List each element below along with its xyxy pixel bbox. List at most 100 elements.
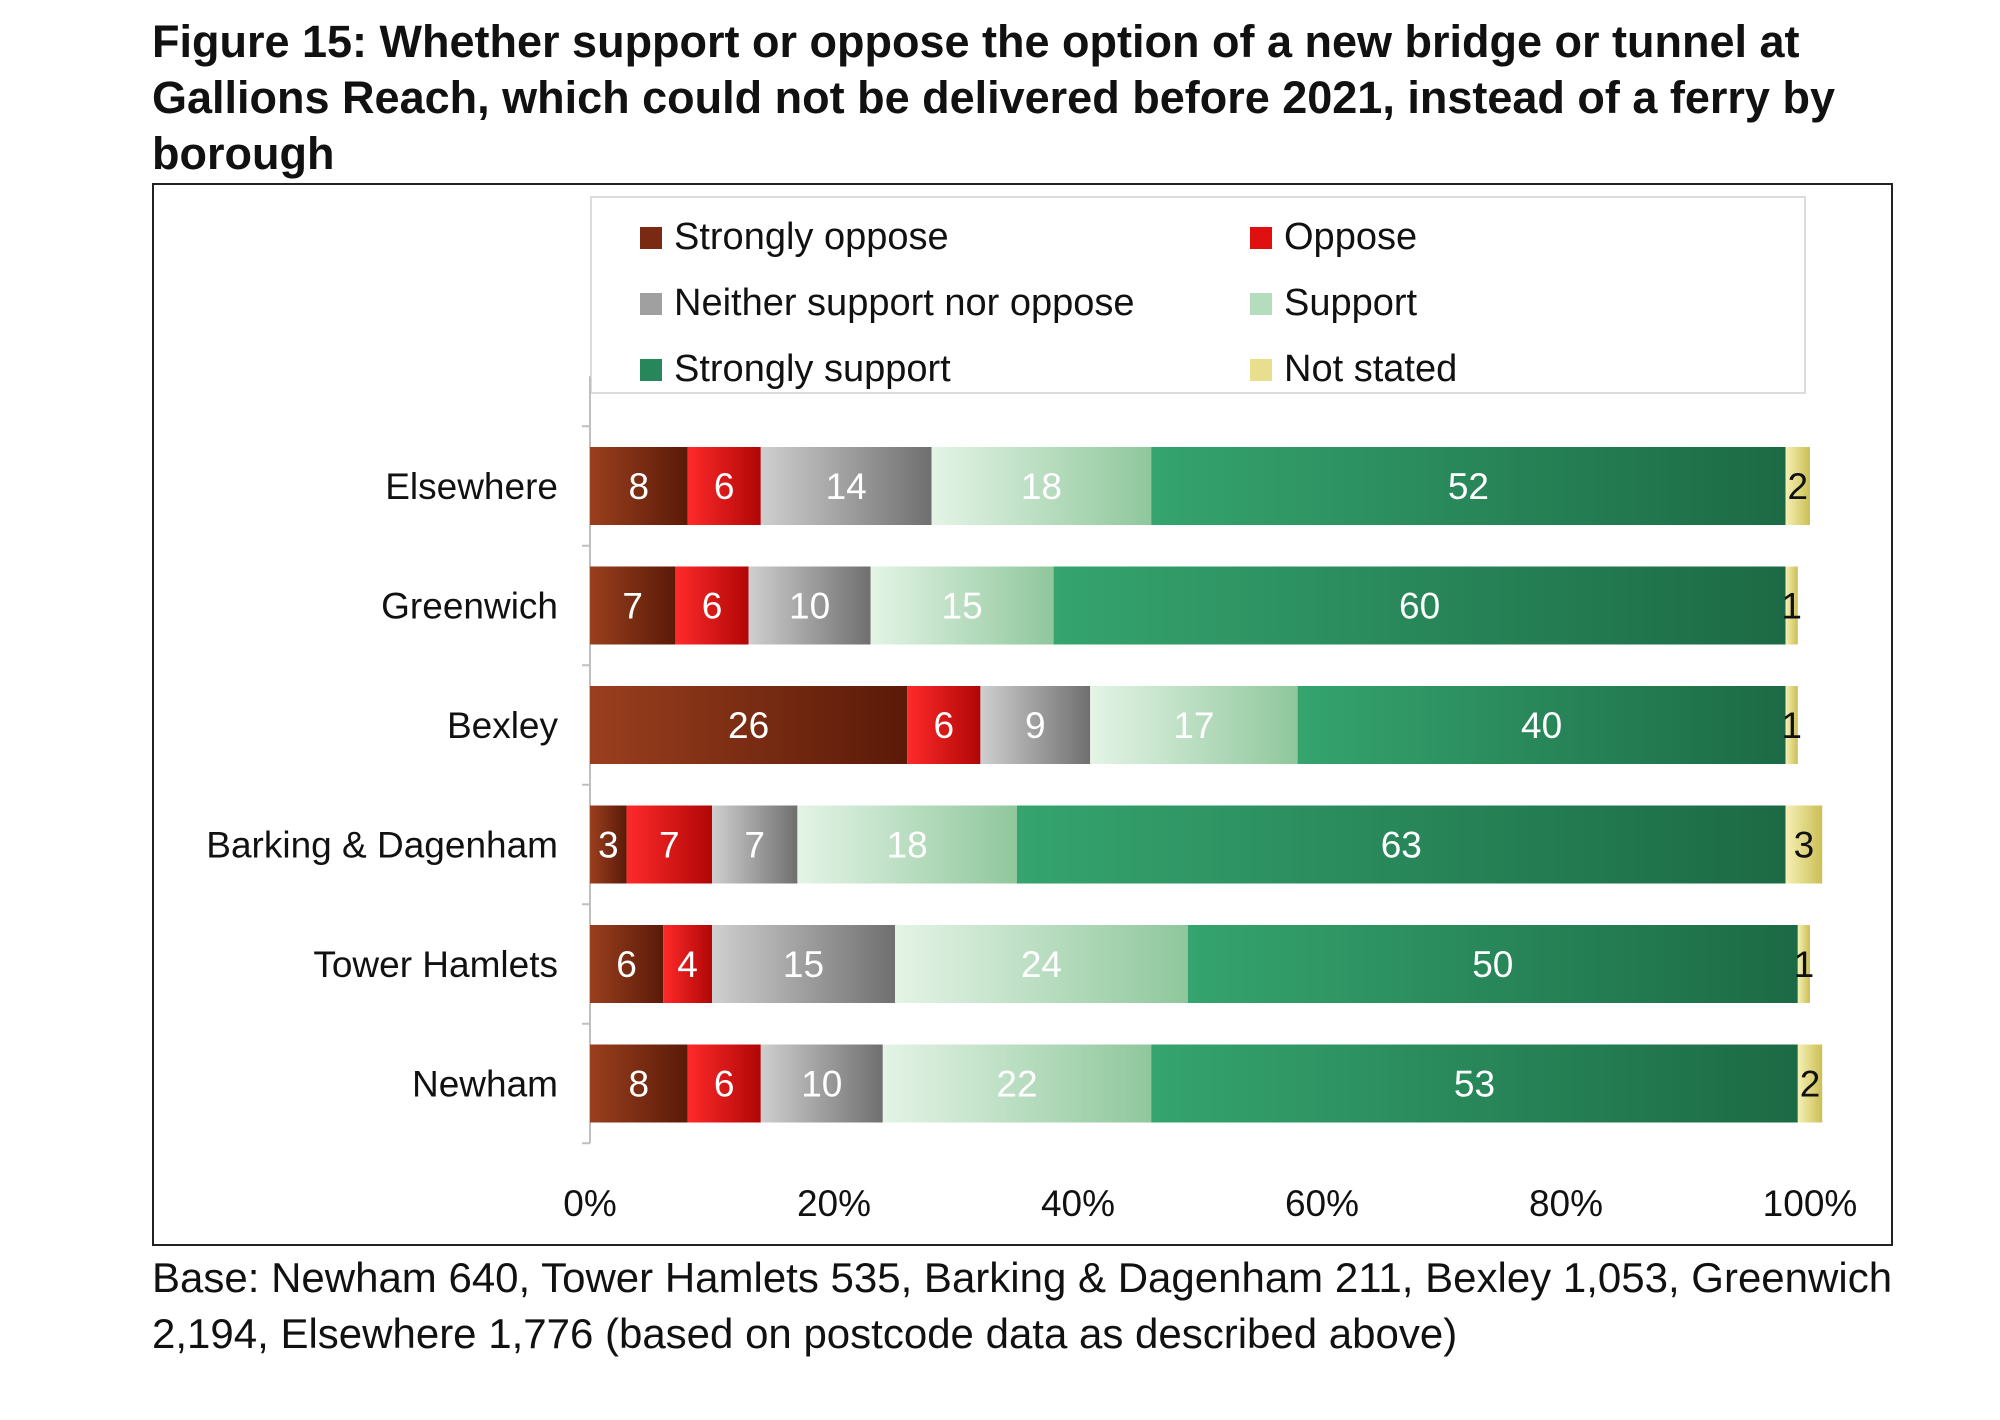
legend-label: Neither support nor oppose: [674, 282, 1135, 324]
bar-segment-barking-and-dagenham-strongly-oppose: [590, 805, 627, 884]
data-label-bexley-support: 17: [1173, 705, 1214, 746]
bar-segment-bexley-neither-support-nor-oppose: [980, 686, 1091, 764]
data-label-newham-strongly-oppose: 8: [629, 1064, 650, 1105]
legend-item-strongly-support: Strongly support: [640, 348, 951, 391]
data-label-barking-and-dagenham-not-stated: 3: [1794, 825, 1815, 866]
data-label-newham-not-stated: 2: [1800, 1064, 1821, 1105]
data-label-barking-and-dagenham-strongly-oppose: 3: [598, 825, 619, 866]
data-label-bexley-not-stated: 1: [1781, 705, 1802, 746]
legend-item-oppose: Oppose: [1250, 216, 1417, 259]
bar-segment-elsewhere-strongly-support: [1151, 447, 1786, 525]
data-label-tower-hamlets-support: 24: [1021, 944, 1062, 985]
data-label-greenwich-support: 15: [942, 586, 983, 627]
bar-segment-newham-strongly-support: [1151, 1044, 1798, 1123]
bar-segment-barking-and-dagenham-oppose: [626, 805, 712, 884]
data-label-barking-and-dagenham-strongly-support: 63: [1381, 825, 1422, 866]
bar-segment-newham-not-stated: [1797, 1044, 1823, 1123]
legend-label: Not stated: [1284, 348, 1458, 390]
bar-segment-newham-strongly-oppose: [590, 1044, 688, 1123]
category-label-barking-and-dagenham: Barking & Dagenham: [206, 825, 558, 866]
bar-segment-newham-oppose: [687, 1044, 761, 1123]
data-label-tower-hamlets-strongly-support: 50: [1472, 944, 1513, 985]
category-label-elsewhere: Elsewhere: [385, 466, 558, 507]
x-tick-label: 80%: [1529, 1183, 1603, 1224]
data-label-elsewhere-neither-support-nor-oppose: 14: [826, 466, 867, 507]
data-label-elsewhere-oppose: 6: [714, 466, 735, 507]
figure-title: Figure 15: Whether support or oppose the…: [152, 16, 1835, 179]
data-label-newham-support: 22: [996, 1064, 1037, 1105]
data-label-elsewhere-not-stated: 2: [1788, 466, 1809, 507]
data-label-bexley-neither-support-nor-oppose: 9: [1025, 705, 1046, 746]
data-label-greenwich-strongly-oppose: 7: [622, 586, 643, 627]
chart-frame: [152, 183, 1893, 1246]
bar-segment-bexley-support: [1090, 686, 1298, 764]
bar-segment-bexley-strongly-oppose: [590, 686, 908, 764]
bar-segment-bexley-strongly-support: [1297, 686, 1786, 764]
bar-segment-greenwich-not-stated: [1785, 566, 1798, 645]
legend-swatch-strongly-support: [640, 358, 662, 381]
x-tick-label: 100%: [1763, 1183, 1858, 1224]
bar-segment-tower-hamlets-neither-support-nor-oppose: [712, 925, 895, 1003]
bar-segment-elsewhere-strongly-oppose: [590, 447, 688, 525]
data-label-newham-oppose: 6: [714, 1064, 735, 1105]
legend-item-not-stated: Not stated: [1250, 348, 1457, 391]
bar-segment-barking-and-dagenham-neither-support-nor-oppose: [712, 805, 798, 884]
data-label-greenwich-not-stated: 1: [1781, 586, 1802, 627]
data-label-barking-and-dagenham-oppose: 7: [659, 825, 680, 866]
bar-segment-newham-support: [882, 1044, 1152, 1123]
legend-label: Strongly oppose: [674, 216, 949, 258]
x-tick-label: 0%: [563, 1183, 616, 1224]
data-label-tower-hamlets-strongly-oppose: 6: [616, 944, 637, 985]
bar-segment-greenwich-oppose: [675, 566, 749, 645]
legend-swatch-oppose: [1250, 226, 1272, 249]
bar-segment-elsewhere-support: [931, 447, 1152, 525]
base-caption: Base: Newham 640, Tower Hamlets 535, Bar…: [152, 1254, 1893, 1357]
data-label-elsewhere-strongly-support: 52: [1448, 466, 1489, 507]
bar-segment-tower-hamlets-strongly-oppose: [590, 925, 664, 1003]
bar-segment-tower-hamlets-support: [895, 925, 1188, 1003]
x-tick-label: 60%: [1285, 1183, 1359, 1224]
legend-swatch-neither: [640, 292, 662, 315]
legend: Strongly oppose Oppose Neither support n…: [590, 196, 1806, 394]
data-label-tower-hamlets-not-stated: 1: [1794, 944, 1815, 985]
data-label-elsewhere-strongly-oppose: 8: [629, 466, 650, 507]
legend-item-support: Support: [1250, 282, 1417, 325]
legend-swatch-support: [1250, 292, 1272, 315]
bar-segment-bexley-oppose: [907, 686, 981, 764]
category-label-newham: Newham: [412, 1064, 558, 1105]
legend-swatch-strongly-oppose: [640, 226, 662, 249]
x-tick-label: 40%: [1041, 1183, 1115, 1224]
bar-segment-barking-and-dagenham-support: [797, 805, 1017, 884]
data-label-tower-hamlets-neither-support-nor-oppose: 15: [783, 944, 824, 985]
category-label-tower-hamlets: Tower Hamlets: [313, 944, 558, 985]
bar-segment-elsewhere-neither-support-nor-oppose: [760, 447, 932, 525]
data-label-bexley-strongly-oppose: 26: [728, 705, 769, 746]
data-label-newham-strongly-support: 53: [1454, 1064, 1495, 1105]
bar-segment-tower-hamlets-oppose: [663, 925, 712, 1003]
bar-segment-elsewhere-not-stated: [1785, 447, 1810, 525]
bar-segment-greenwich-support: [870, 566, 1054, 645]
bar-segment-greenwich-strongly-support: [1053, 566, 1786, 645]
data-label-elsewhere-support: 18: [1021, 466, 1062, 507]
bar-segment-barking-and-dagenham-not-stated: [1785, 805, 1823, 884]
bar-segment-tower-hamlets-not-stated: [1797, 925, 1810, 1003]
x-tick-label: 20%: [797, 1183, 871, 1224]
data-label-newham-neither-support-nor-oppose: 10: [801, 1064, 842, 1105]
data-label-greenwich-strongly-support: 60: [1399, 586, 1440, 627]
data-label-barking-and-dagenham-support: 18: [887, 825, 928, 866]
bar-segment-newham-neither-support-nor-oppose: [760, 1044, 883, 1123]
legend-item-strongly-oppose: Strongly oppose: [640, 216, 949, 259]
bar-segment-barking-and-dagenham-strongly-support: [1017, 805, 1786, 884]
legend-item-neither: Neither support nor oppose: [640, 282, 1135, 325]
legend-label: Support: [1284, 282, 1418, 324]
bar-segment-tower-hamlets-strongly-support: [1187, 925, 1798, 1003]
data-label-greenwich-neither-support-nor-oppose: 10: [789, 586, 830, 627]
category-label-greenwich: Greenwich: [381, 586, 558, 627]
legend-label: Strongly support: [674, 348, 951, 390]
bar-segment-greenwich-strongly-oppose: [590, 566, 676, 645]
data-label-barking-and-dagenham-neither-support-nor-oppose: 7: [744, 825, 765, 866]
bar-segment-elsewhere-oppose: [687, 447, 761, 525]
legend-label: Oppose: [1284, 216, 1418, 258]
data-label-greenwich-oppose: 6: [702, 586, 723, 627]
